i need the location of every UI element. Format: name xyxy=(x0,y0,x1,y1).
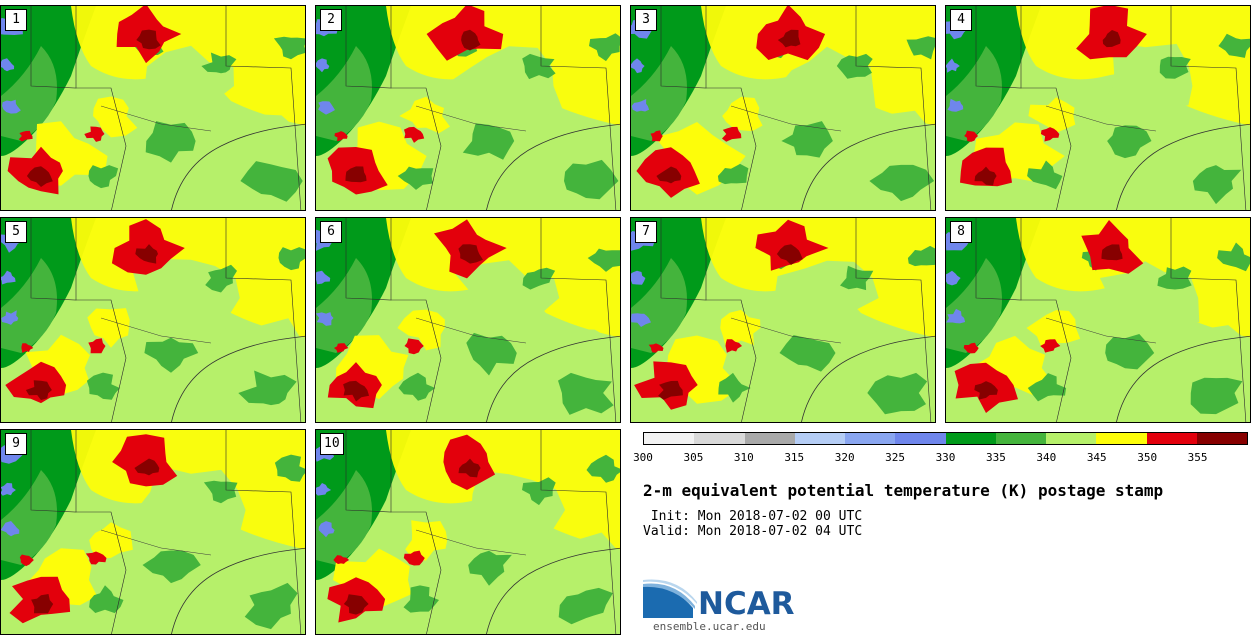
colorbar-swatch xyxy=(744,433,795,444)
colorbar-tick-label: 300 xyxy=(633,451,653,464)
panel-number-label: 4 xyxy=(950,9,972,31)
colorbar-tick-label: 340 xyxy=(1036,451,1057,464)
colorbar-tick-label: 325 xyxy=(885,451,906,464)
colorbar-tick-label: 305 xyxy=(683,451,704,464)
colorbar-tick-label: 320 xyxy=(834,451,855,464)
colorbar-tick-label: 350 xyxy=(1137,451,1158,464)
map-panel-3: 3 xyxy=(630,5,936,211)
init-time: Init: Mon 2018-07-02 00 UTC xyxy=(643,509,863,524)
map-panel-4: 4 xyxy=(945,5,1251,211)
panel-number-label: 5 xyxy=(5,221,27,243)
colorbar-swatch xyxy=(995,433,1046,444)
map-panel-2: 2 xyxy=(315,5,621,211)
colorbar-swatch xyxy=(895,433,946,444)
panel-number-label: 1 xyxy=(5,9,27,31)
map-panel-8: 8 xyxy=(945,217,1251,423)
panel-number-label: 6 xyxy=(320,221,342,243)
colorbar-tick-label: 345 xyxy=(1086,451,1107,464)
panel-number-label: 10 xyxy=(320,433,344,455)
colorbar-swatch xyxy=(1146,433,1197,444)
panel-number-label: 2 xyxy=(320,9,342,31)
ncar-logo-icon xyxy=(643,579,697,618)
colorbar-swatch xyxy=(1046,433,1097,444)
colorbar-tick-label: 335 xyxy=(985,451,1006,464)
colorbar-swatch xyxy=(644,433,695,444)
map-panel-7: 7 xyxy=(630,217,936,423)
panel-number-label: 3 xyxy=(635,9,657,31)
source-url: ensemble.ucar.edu xyxy=(653,620,766,633)
map-panel-10: 10 xyxy=(315,429,621,635)
colorbar-tick-label: 330 xyxy=(935,451,956,464)
colorbar xyxy=(643,432,1248,445)
colorbar-tick-label: 355 xyxy=(1187,451,1208,464)
colorbar-swatch xyxy=(694,433,745,444)
ncar-wordmark: NCAR xyxy=(698,586,795,622)
colorbar-tick-label: 315 xyxy=(784,451,805,464)
panel-number-label: 7 xyxy=(635,221,657,243)
map-panel-6: 6 xyxy=(315,217,621,423)
colorbar-swatch xyxy=(794,433,845,444)
colorbar-swatch xyxy=(1096,433,1147,444)
colorbar-swatch xyxy=(945,433,996,444)
map-panel-1: 1 xyxy=(0,5,306,211)
panel-number-label: 8 xyxy=(950,221,972,243)
valid-time: Valid: Mon 2018-07-02 04 UTC xyxy=(643,524,863,539)
colorbar-swatch xyxy=(845,433,896,444)
figure-title: 2-m equivalent potential temperature (K)… xyxy=(643,481,1164,500)
panel-number-label: 9 xyxy=(5,433,27,455)
colorbar-swatch xyxy=(1196,433,1247,444)
map-panel-5: 5 xyxy=(0,217,306,423)
colorbar-tick-label: 310 xyxy=(733,451,754,464)
map-panel-9: 9 xyxy=(0,429,306,635)
